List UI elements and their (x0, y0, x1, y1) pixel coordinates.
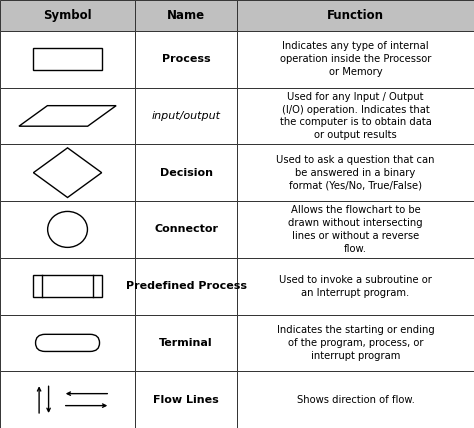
Text: Terminal: Terminal (159, 338, 213, 348)
Bar (237, 88, 474, 144)
Text: Used for any Input / Output
(I/O) operation. Indicates that
the computer is to o: Used for any Input / Output (I/O) operat… (280, 92, 431, 140)
Bar (237, 315, 474, 371)
Bar (33, 275, 102, 297)
Bar (135, 258, 237, 315)
Bar (0, 315, 135, 371)
Bar (135, 371, 237, 428)
Bar (135, 0, 237, 31)
Text: Used to invoke a subroutine or
an Interrupt program.: Used to invoke a subroutine or an Interr… (279, 275, 432, 297)
FancyBboxPatch shape (36, 334, 100, 351)
Bar (237, 144, 474, 201)
Text: Connector: Connector (154, 224, 218, 235)
Text: Function: Function (327, 9, 384, 22)
Bar (237, 31, 474, 88)
Bar (237, 0, 474, 31)
Text: Flow Lines: Flow Lines (153, 395, 219, 404)
Text: Shows direction of flow.: Shows direction of flow. (297, 395, 414, 404)
Text: Allows the flowchart to be
drawn without intersecting
lines or without a reverse: Allows the flowchart to be drawn without… (288, 205, 423, 254)
Bar (237, 201, 474, 258)
Bar (0, 144, 135, 201)
Polygon shape (33, 148, 101, 197)
Text: Symbol: Symbol (43, 9, 92, 22)
Bar (0, 31, 135, 88)
Bar (135, 31, 237, 88)
Circle shape (47, 211, 87, 247)
Bar (0, 88, 135, 144)
Polygon shape (19, 106, 116, 126)
Bar (135, 201, 237, 258)
Text: Process: Process (162, 54, 210, 64)
Text: Predefined Process: Predefined Process (126, 281, 246, 291)
Text: Decision: Decision (160, 168, 212, 178)
Text: Used to ask a question that can
be answered in a binary
format (Yes/No, True/Fal: Used to ask a question that can be answe… (276, 155, 435, 190)
Text: Indicates any type of internal
operation inside the Processor
or Memory: Indicates any type of internal operation… (280, 42, 431, 77)
Bar (135, 315, 237, 371)
Text: Name: Name (167, 9, 205, 22)
Text: input/output: input/output (152, 111, 220, 121)
Bar (237, 371, 474, 428)
Bar (135, 144, 237, 201)
Bar (0, 201, 135, 258)
Bar (0, 0, 135, 31)
Text: Indicates the starting or ending
of the program, process, or
interrupt program: Indicates the starting or ending of the … (277, 325, 434, 361)
Bar (135, 88, 237, 144)
Bar (0, 371, 135, 428)
Bar (0, 258, 135, 315)
Bar (33, 48, 102, 70)
Bar (237, 258, 474, 315)
